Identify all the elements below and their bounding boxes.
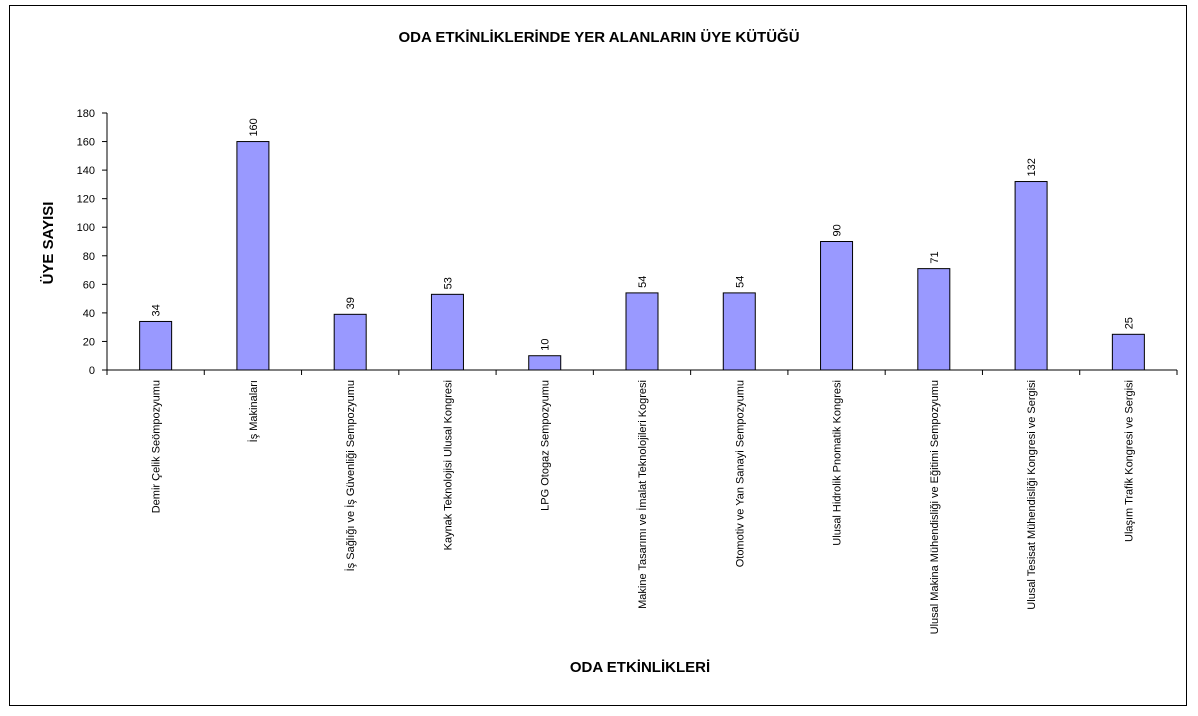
category-label: Makine Tasarımı ve İmalat Teknolojileri …: [636, 380, 649, 609]
category-label: LPG Otogaz Sempozyumu: [540, 380, 552, 511]
data-label: 132: [1026, 158, 1038, 176]
y-tick-label: 60: [83, 279, 95, 291]
category-label: İş Sağlığı ve İş Güvenliği Sempozyumu: [344, 380, 357, 571]
data-label: 53: [442, 277, 454, 289]
y-tick-label: 0: [89, 365, 95, 377]
data-label: 160: [248, 118, 260, 136]
data-label: 34: [151, 304, 163, 316]
category-label: Ulusal Hidrolik Pnomatik Kongresi: [832, 380, 844, 546]
bar: [917, 268, 951, 371]
data-label: 10: [540, 338, 552, 350]
category-label: İş Makinaları: [247, 380, 260, 442]
y-tick-label: 160: [77, 137, 95, 149]
bar: [1111, 333, 1145, 371]
data-label: 25: [1123, 317, 1135, 329]
category-label: Demir Çelik Seömpozyumu: [151, 380, 163, 513]
y-axis-title: ÜYE SAYISI: [40, 202, 57, 285]
category-label: Otomotiv ve Yan Sanayi Sempozyumu: [734, 380, 746, 567]
data-label: 54: [637, 276, 649, 288]
bar: [430, 293, 464, 371]
bar: [528, 355, 562, 371]
chart-frame: [9, 5, 1187, 706]
bar: [139, 320, 173, 371]
category-label: Ulusal Makina Mühendisliği ve Eğitimi Se…: [929, 380, 941, 634]
data-label: 90: [832, 224, 844, 236]
y-tick-label: 20: [83, 336, 95, 348]
chart-title: ODA ETKİNLİKLERİNDE YER ALANLARIN ÜYE KÜ…: [398, 28, 799, 46]
y-tick-label: 100: [77, 222, 95, 234]
bar: [333, 313, 367, 371]
bar: [820, 241, 854, 371]
bar: [236, 141, 270, 371]
plot-area: 0 20 40 60 80 100 120 140 160 180 34 Demir Çelik Se…: [77, 108, 1178, 634]
bar: [625, 292, 659, 371]
bar: [722, 292, 756, 371]
y-tick-label: 180: [77, 108, 95, 120]
x-axis-title: ODA ETKİNLİKLERİ: [570, 659, 710, 676]
category-label: Ulusal Tesisat Mühendisliği Kongresi ve …: [1026, 380, 1038, 610]
category-label: Kaynak Teknolojisi Ulusal Kongresi: [442, 380, 454, 550]
y-tick-label: 140: [77, 165, 95, 177]
data-label: 71: [929, 251, 941, 263]
y-tick-label: 80: [83, 251, 95, 263]
data-label: 54: [734, 276, 746, 288]
y-tick-label: 120: [77, 194, 95, 206]
y-tick-label: 40: [83, 308, 95, 320]
data-label: 39: [345, 297, 357, 309]
category-label: Ulaşım Trafik Kongresi ve Sergisi: [1123, 380, 1135, 542]
bar: [1014, 181, 1048, 371]
